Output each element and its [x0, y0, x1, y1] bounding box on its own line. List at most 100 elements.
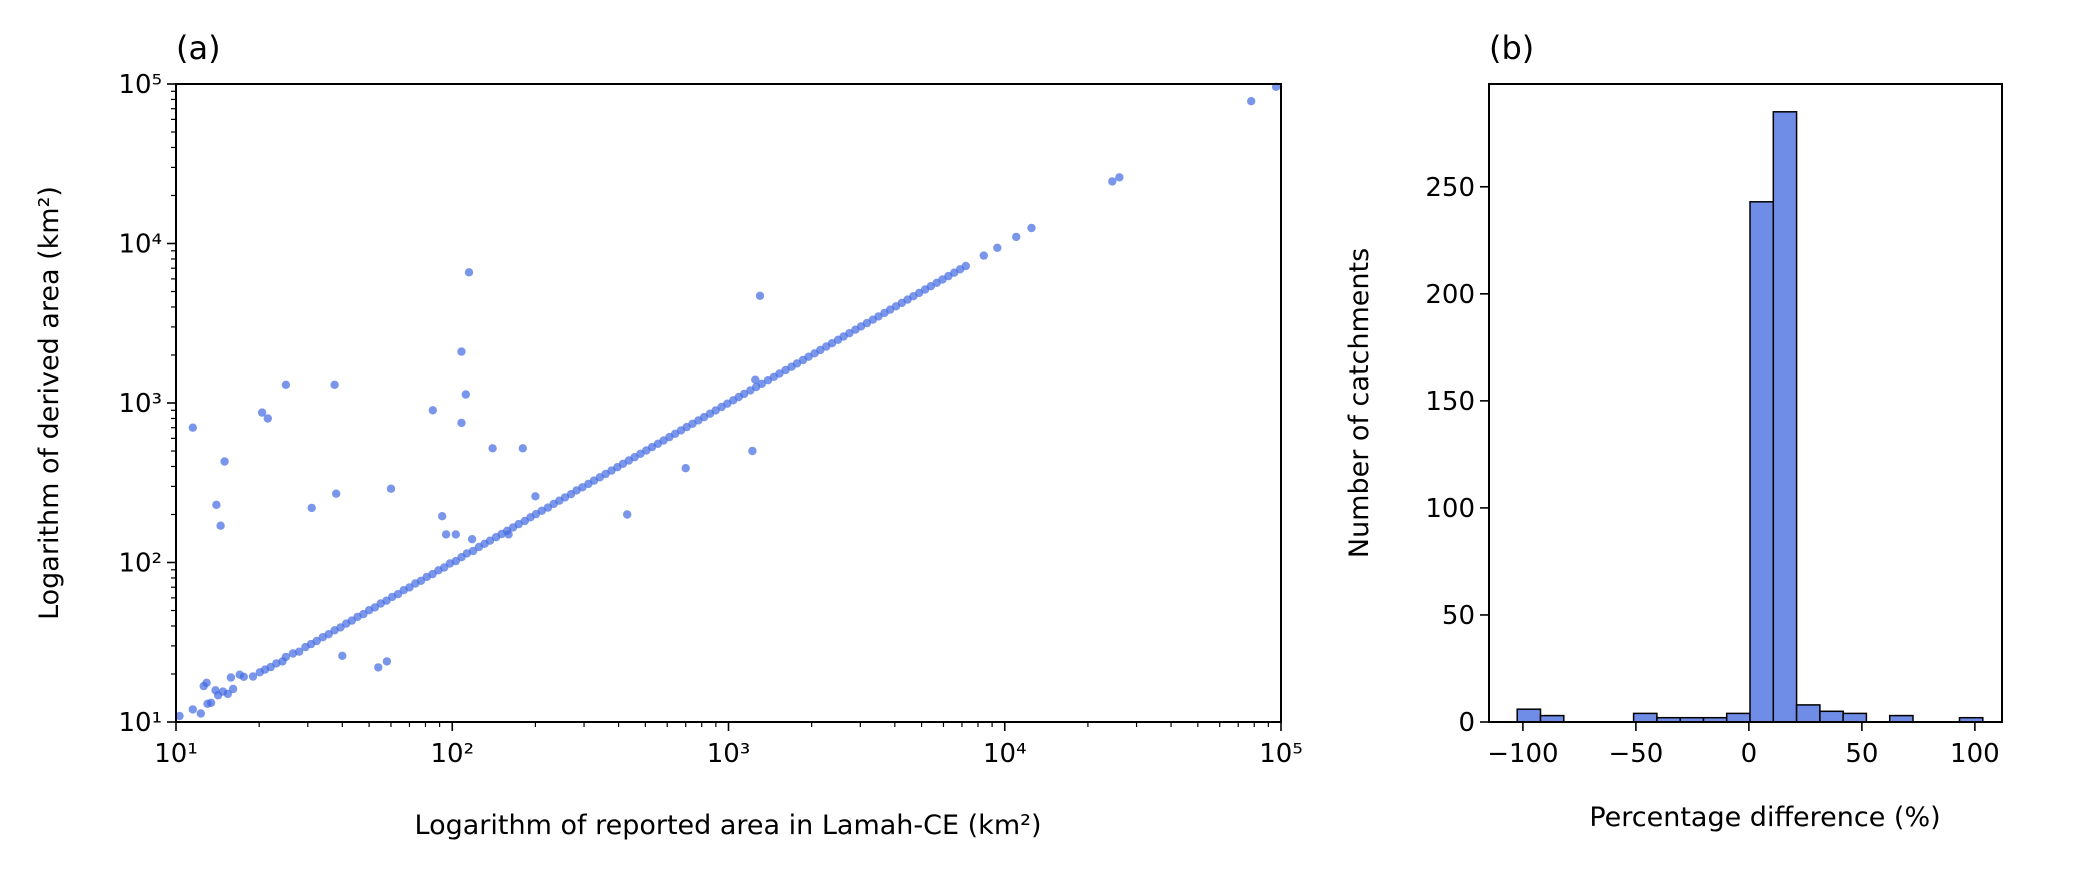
histogram-x-axis-label: Percentage difference (%) — [1589, 802, 1940, 833]
histogram-bar — [1749, 201, 1775, 723]
scatter-point — [281, 380, 291, 389]
scatter-point — [338, 651, 347, 660]
scatter-point — [751, 375, 760, 384]
scatter-y-tick-label: 10⁴ — [118, 230, 162, 260]
scatter-point — [188, 423, 197, 432]
histogram-plot-frame — [1488, 83, 2003, 723]
scatter-point — [755, 291, 765, 300]
scatter-point — [206, 698, 216, 707]
scatter-y-tick-label: 10³ — [118, 389, 162, 419]
histogram-bar — [1819, 710, 1844, 723]
scatter-point — [281, 652, 291, 662]
scatter-point — [961, 261, 970, 271]
scatter-panel: 10¹ 10² 10³ 10⁴ 10⁵ 10¹ 10² 10³ 10⁴ 10⁵ (a) Logar… — [34, 29, 1303, 841]
scatter-point — [467, 535, 477, 544]
scatter-point — [979, 251, 988, 260]
scatter-point — [488, 444, 497, 453]
scatter-point — [332, 489, 341, 498]
histogram-y-tick-label: 150 — [1425, 387, 1475, 417]
scatter-point — [324, 630, 333, 639]
scatter-point — [1247, 97, 1256, 106]
scatter-y-axis-label: Logarithm of derived area (km²) — [34, 186, 65, 620]
scatter-point — [504, 530, 513, 539]
scatter-point — [457, 347, 466, 356]
scatter-point — [263, 414, 272, 423]
histogram-x-tick-label: 100 — [1950, 739, 2000, 769]
histogram-bar — [1772, 111, 1798, 723]
histogram-x-tick-label: −100 — [1487, 739, 1558, 769]
histogram-x-tick-label: −50 — [1608, 739, 1663, 769]
scatter-point — [257, 408, 267, 417]
scatter-point — [748, 446, 757, 456]
histogram-y-axis-label: Number of catchments — [1344, 248, 1375, 558]
scatter-ticks: 10¹ 10² 10³ 10⁴ 10⁵ 10¹ 10² 10³ 10⁴ 10⁵ — [118, 70, 1302, 769]
scatter-point — [775, 369, 784, 378]
scatter-point — [228, 684, 238, 694]
scatter-point — [441, 530, 451, 539]
scatter-point — [330, 380, 339, 389]
histogram-ticks: −100 −50 0 50 100 0 50 100 150 200 250 — [1425, 173, 1999, 769]
scatter-x-tick-label: 10⁵ — [1259, 739, 1303, 769]
scatter-point — [248, 672, 258, 681]
scatter-y-tick-label: 10¹ — [118, 708, 162, 738]
scatter-point — [757, 379, 766, 388]
scatter-point — [461, 390, 470, 399]
scatter-point — [468, 546, 478, 556]
scatter-x-tick-label: 10⁴ — [983, 739, 1027, 769]
scatter-point — [223, 689, 232, 699]
scatter-point — [464, 268, 474, 277]
scatter-point — [382, 657, 392, 666]
scatter-point — [1027, 223, 1036, 233]
histogram-bar — [1795, 704, 1821, 723]
scatter-point — [1108, 177, 1117, 186]
scatter-point — [188, 705, 197, 714]
scatter-point — [428, 406, 437, 415]
scatter-point — [740, 389, 749, 399]
histogram-panel: −100 −50 0 50 100 0 50 100 150 200 250 (b) Percent… — [1344, 29, 2003, 833]
scatter-points — [175, 82, 1281, 721]
panel-label-a: (a) — [176, 29, 221, 67]
scatter-point — [623, 510, 632, 519]
scatter-x-tick-label: 10³ — [707, 739, 751, 769]
histogram-y-tick-label: 50 — [1442, 601, 1475, 631]
scatter-point — [312, 636, 321, 646]
scatter-x-axis-label: Logarithm of reported area in Lamah-CE (… — [415, 810, 1042, 841]
scatter-x-tick-label: 10¹ — [154, 739, 198, 769]
scatter-point — [438, 512, 447, 521]
scatter-point — [518, 444, 527, 453]
scatter-point — [374, 663, 383, 672]
scatter-point — [216, 521, 225, 530]
scatter-point — [993, 243, 1002, 252]
histogram-bar — [1516, 708, 1542, 723]
scatter-point — [239, 672, 248, 681]
histogram-bars — [1516, 111, 1984, 723]
scatter-point — [1012, 232, 1021, 242]
scatter-point — [451, 530, 460, 539]
histogram-bar — [1632, 712, 1658, 723]
histogram-y-tick-label: 100 — [1425, 494, 1475, 524]
scatter-point — [307, 503, 316, 513]
scatter-y-tick-label: 10⁵ — [118, 70, 162, 100]
scatter-y-tick-label: 10² — [118, 549, 162, 579]
histogram-bar — [1842, 712, 1868, 723]
histogram-bar — [1725, 712, 1751, 723]
panel-label-b: (b) — [1489, 29, 1534, 67]
histogram-x-tick-label: 0 — [1741, 739, 1758, 769]
scatter-point — [531, 492, 540, 501]
scatter-x-tick-label: 10² — [430, 739, 474, 769]
scatter-point — [226, 673, 236, 682]
histogram-y-tick-label: 200 — [1425, 280, 1475, 310]
scatter-point — [220, 457, 229, 466]
histogram-y-tick-label: 250 — [1425, 173, 1475, 203]
scatter-point — [457, 418, 466, 428]
histogram-x-tick-label: 50 — [1845, 739, 1878, 769]
scatter-point — [212, 500, 221, 509]
histogram-y-tick-label: 0 — [1458, 708, 1475, 738]
scatter-point — [175, 711, 184, 721]
scatter-point — [202, 678, 211, 687]
scatter-point — [294, 647, 304, 656]
scatter-point — [681, 464, 690, 473]
scatter-point — [386, 484, 396, 493]
scatter-point — [1115, 173, 1124, 182]
